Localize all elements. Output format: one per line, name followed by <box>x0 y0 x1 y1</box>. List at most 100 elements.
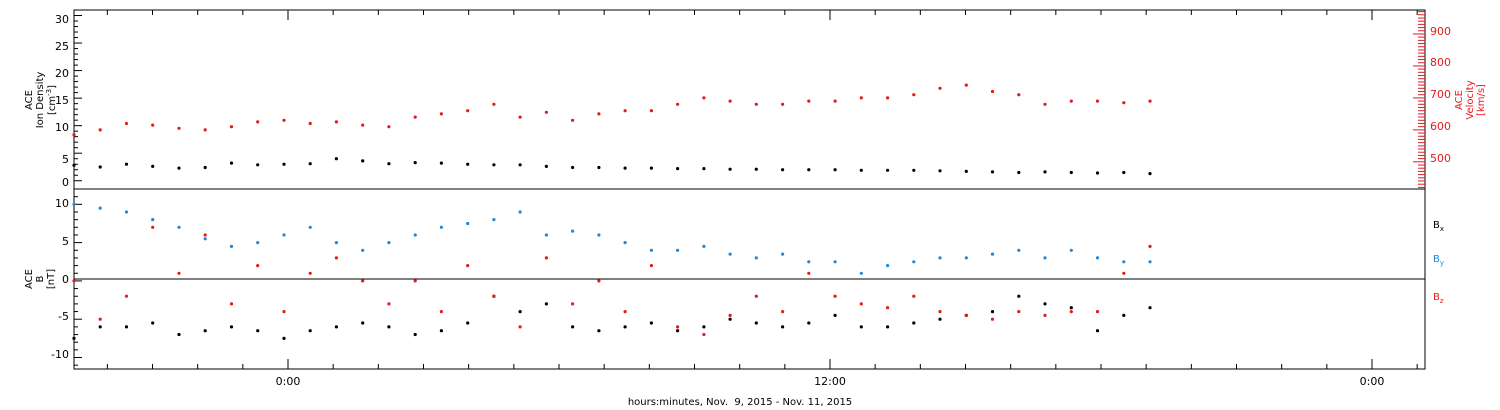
velocity-point <box>361 123 365 127</box>
density-point <box>492 163 496 167</box>
density-point <box>728 167 732 171</box>
legend-bx-sub: x <box>1440 225 1444 233</box>
by-point <box>177 225 181 229</box>
bz-point <box>886 306 890 310</box>
by-point <box>1017 248 1021 252</box>
by-point <box>387 241 391 245</box>
bz-point <box>597 279 601 283</box>
bz-point <box>177 271 181 275</box>
bz-point <box>676 325 680 329</box>
velocity-point <box>334 120 338 124</box>
velocity-point <box>990 89 995 94</box>
bx-point <box>1069 306 1073 310</box>
by-point <box>1069 248 1073 252</box>
bz-point <box>1095 310 1100 314</box>
bx-point <box>203 329 207 333</box>
velocity-point <box>754 102 758 106</box>
velocity-point <box>151 123 155 127</box>
density-y-axis: 0 5 10 15 20 25 30 <box>55 13 69 189</box>
b-ylabel-line1: ACE <box>24 269 35 289</box>
velocity-point <box>807 99 811 103</box>
by-point <box>597 233 601 237</box>
bz-point <box>256 264 260 268</box>
density-point <box>807 168 811 172</box>
bx-point <box>728 317 732 321</box>
data-marks <box>72 83 1152 340</box>
density-point <box>124 162 129 166</box>
velocity-point <box>964 83 968 87</box>
density-point <box>387 162 391 166</box>
by-point <box>282 233 286 237</box>
by-point <box>938 256 942 260</box>
velocity-point <box>938 86 942 90</box>
bz-point <box>439 310 443 314</box>
bx-point <box>833 313 837 317</box>
bx-point <box>571 325 575 329</box>
bz-point <box>754 294 758 298</box>
density-point <box>308 162 312 166</box>
bz-point <box>466 264 470 268</box>
by-point <box>807 260 811 264</box>
density-tick-label: 10 <box>55 121 69 134</box>
legend-bx: Bx <box>1433 220 1444 233</box>
velocity-point <box>1148 99 1152 103</box>
velocity-point <box>571 118 575 122</box>
velocity-point <box>544 110 549 114</box>
density-point <box>597 165 601 170</box>
density-ylabel-line1: ACE <box>24 90 35 110</box>
legend-bz-sub: z <box>1440 297 1444 305</box>
density-ylabel-line2: Ion Density <box>35 72 46 129</box>
by-point <box>676 248 680 252</box>
by-point <box>544 233 549 237</box>
velocity-point <box>413 115 417 119</box>
density-tick-label: 25 <box>55 40 69 53</box>
by-point <box>1148 260 1152 264</box>
velocity-point <box>387 125 391 129</box>
by-point <box>833 260 837 264</box>
by-point <box>98 206 102 210</box>
bx-point <box>649 321 654 325</box>
density-point <box>623 166 627 170</box>
velocity-point <box>308 121 312 126</box>
by-point <box>439 225 443 229</box>
bz-point <box>334 256 338 260</box>
bx-point <box>518 310 522 314</box>
density-point <box>886 168 890 172</box>
by-point <box>229 244 234 248</box>
density-point <box>151 164 155 168</box>
density-point <box>1069 170 1073 175</box>
by-point <box>1043 256 1047 260</box>
bx-point <box>151 321 155 325</box>
bx-point <box>859 325 863 329</box>
density-unit-close: ] <box>47 85 58 89</box>
velocity-point <box>649 109 654 113</box>
b-ylabel-line2: B <box>35 275 46 282</box>
density-point <box>912 168 916 172</box>
b-legend: Bx By Bz <box>1433 220 1444 305</box>
legend-by-label: B <box>1433 254 1440 265</box>
bz-point <box>1148 244 1152 248</box>
x-tick-label: 0:00 <box>1360 375 1385 388</box>
velocity-point <box>72 133 76 137</box>
b-tick-label: 10 <box>55 197 69 210</box>
bx-point <box>361 321 365 325</box>
x-axis-label: hours:minutes, Nov. 9, 2015 - Nov. 11, 2… <box>628 397 852 408</box>
by-point <box>203 237 207 241</box>
bz-point <box>544 256 549 260</box>
by-point <box>518 210 522 214</box>
bx-point <box>754 321 758 325</box>
bz-point <box>308 271 312 275</box>
b-y-axis: 10 5 0 -5 -10 <box>51 197 69 361</box>
bx-point <box>334 325 338 329</box>
bz-point <box>1017 310 1021 314</box>
bx-point <box>781 325 785 329</box>
density-point <box>649 166 654 170</box>
density-unit-exp: -3 <box>45 89 53 96</box>
velocity-ylabel-line1: ACE <box>1454 90 1465 110</box>
velocity-point <box>1069 99 1073 103</box>
bx-point <box>912 321 916 325</box>
by-point <box>990 252 995 256</box>
density-point <box>439 161 443 165</box>
bz-point <box>72 279 76 283</box>
